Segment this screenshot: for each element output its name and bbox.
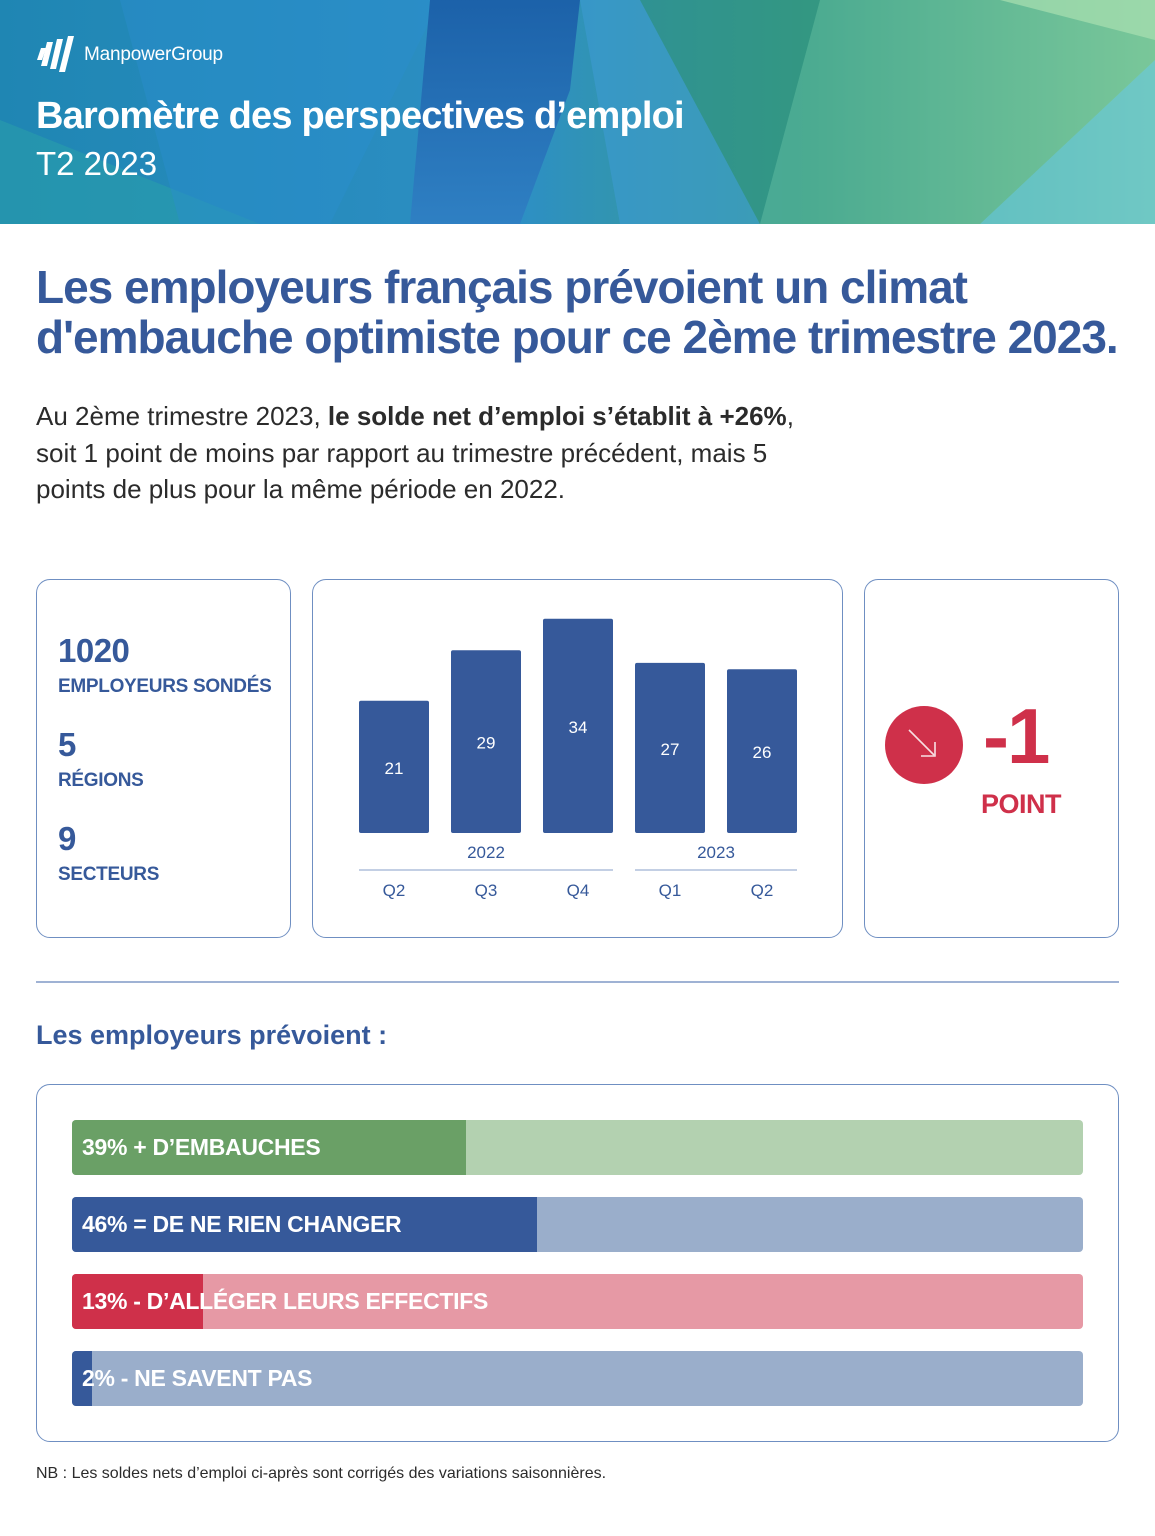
delta-unit: POINT bbox=[981, 789, 1062, 819]
intro-text-end: , soit 1 point de moins par rapport au t… bbox=[36, 401, 794, 504]
intention-fill bbox=[72, 1274, 204, 1329]
intro-text-start: Au 2ème trimestre 2023, bbox=[36, 401, 328, 431]
page-subtitle: T2 2023 bbox=[36, 145, 158, 182]
intention-bar-hire: 39% + D’EMBAUCHES bbox=[72, 1120, 1083, 1175]
intention-bar-reduce: 13% - D’ALLÉGER LEURS EFFECTIFS bbox=[72, 1274, 1083, 1329]
stat-employers-label: EMPLOYEURS SONDÉS bbox=[58, 676, 272, 697]
intention-label: 13% - D’ALLÉGER LEURS EFFECTIFS bbox=[82, 1288, 489, 1314]
chart-bar bbox=[543, 618, 613, 833]
headline: Les employeurs français prévoient un cli… bbox=[36, 261, 1119, 363]
chart-data-label: 26 bbox=[753, 743, 772, 762]
chart-data-label: 21 bbox=[385, 759, 404, 778]
chart-tick-label: Q3 bbox=[475, 881, 498, 900]
chart-data-label: 34 bbox=[569, 718, 588, 737]
net-employment-chart-card: 21 Q2 29 Q3 34 Q4 27 Q1 26 Q2 2022 2023 bbox=[312, 579, 843, 938]
survey-stats-card: 1020 EMPLOYEURS SONDÉS 5 RÉGIONS 9 SECTE… bbox=[36, 579, 291, 938]
section-divider bbox=[36, 981, 1119, 983]
quarter-change-card: -1 POINT bbox=[864, 579, 1119, 938]
chart-tick-label: Q4 bbox=[567, 881, 590, 900]
chart-group-label: 2022 bbox=[467, 843, 505, 862]
chart-data-label: 29 bbox=[477, 734, 496, 753]
delta-badge bbox=[885, 706, 963, 784]
chart-bar bbox=[451, 650, 521, 833]
delta-value: -1 bbox=[983, 692, 1050, 780]
brand-logo: ManpowerGroup bbox=[36, 36, 223, 74]
intention-fill bbox=[72, 1197, 538, 1252]
chart-bar bbox=[635, 662, 705, 833]
chart-tick-label: Q2 bbox=[751, 881, 774, 900]
chart-data-label: 27 bbox=[661, 740, 680, 759]
chart-tick-label: Q1 bbox=[659, 881, 682, 900]
stat-employers-value: 1020 bbox=[58, 632, 130, 669]
chart-group-label: 2023 bbox=[697, 843, 735, 862]
page-title: Baromètre des perspectives d’emploi bbox=[36, 95, 685, 137]
intro-paragraph: Au 2ème trimestre 2023, le solde net d’e… bbox=[36, 398, 796, 508]
footnote: NB : Les soldes nets d’emploi ci-après s… bbox=[36, 1465, 607, 1482]
chart-bar bbox=[359, 700, 429, 833]
stat-sectors-label: SECTEURS bbox=[58, 864, 160, 885]
brand-name: ManpowerGroup bbox=[84, 44, 223, 65]
arrow-down-right-icon bbox=[908, 729, 936, 757]
intention-bar-unknown: 2% - NE SAVENT PAS bbox=[72, 1351, 1083, 1406]
net-employment-bar-chart: 21 Q2 29 Q3 34 Q4 27 Q1 26 Q2 2022 2023 bbox=[359, 618, 797, 900]
intention-bar-no-change: 46% = DE NE RIEN CHANGER bbox=[72, 1197, 1083, 1252]
chart-tick-label: Q2 bbox=[383, 881, 406, 900]
section-title: Les employeurs prévoient : bbox=[36, 1020, 388, 1050]
intention-label: 39% + D’EMBAUCHES bbox=[82, 1134, 321, 1160]
stat-regions-label: RÉGIONS bbox=[58, 770, 144, 791]
stat-sectors-value: 9 bbox=[58, 820, 76, 857]
intention-fill bbox=[72, 1351, 93, 1406]
stat-regions-value: 5 bbox=[58, 726, 76, 763]
chart-bar bbox=[727, 669, 797, 833]
hiring-intentions-card: 39% + D’EMBAUCHES 46% = DE NE RIEN CHANG… bbox=[36, 1084, 1119, 1442]
banner-background bbox=[0, 0, 1155, 224]
intention-label: 46% = DE NE RIEN CHANGER bbox=[82, 1211, 402, 1237]
manpower-logo-icon bbox=[37, 36, 74, 72]
header-banner: ManpowerGroup Baromètre des perspectives… bbox=[0, 0, 1155, 224]
intention-fill bbox=[72, 1120, 467, 1175]
intention-label: 2% - NE SAVENT PAS bbox=[82, 1365, 313, 1391]
intro-text-bold: le solde net d’emploi s’établit à +26% bbox=[327, 401, 787, 431]
